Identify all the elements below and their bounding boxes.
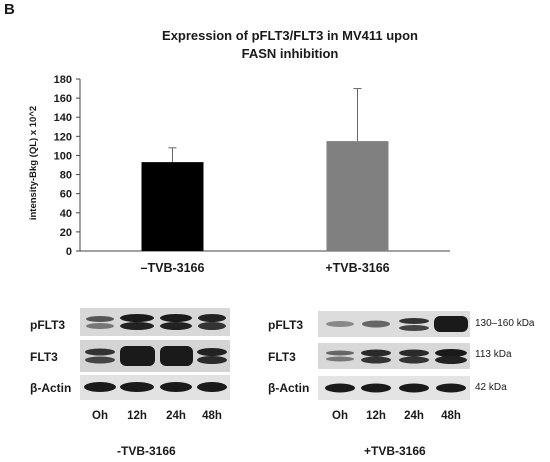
y-tick-label: 160 — [54, 93, 72, 105]
right-pflt3-band-24h-lower — [399, 325, 429, 331]
left-flt3-band-0h — [85, 348, 115, 356]
chart-title-line-1: Expression of pFLT3/FLT3 in MV411 upon — [162, 28, 418, 43]
bars — [141, 141, 389, 251]
y-tick-label: 40 — [60, 208, 72, 220]
left-blot-strip-flt3 — [80, 340, 230, 372]
right-actin-band-48h — [436, 383, 466, 393]
left-flt3-band-48h-lower — [197, 356, 227, 364]
left-pflt3-band-24h — [160, 314, 192, 322]
left-pflt3-band-24h-lower — [160, 322, 192, 330]
right-blot-strip-flt3 — [318, 343, 470, 369]
right-row-label-pflt3: pFLT3 — [268, 318, 304, 332]
left-blot-strip-actin — [80, 375, 230, 400]
left-flt3-band-48h — [197, 348, 227, 356]
right-flt3-band-0h-lower — [326, 356, 354, 362]
error-bars — [168, 88, 362, 163]
left-timepoint-12h: 12h — [127, 410, 147, 422]
y-tick-label: 180 — [54, 74, 72, 86]
right-flt3-band-48h — [435, 349, 467, 357]
y-tick-label: 0 — [66, 246, 72, 258]
category-label: –TVB-3166 — [141, 261, 205, 275]
y-tick-label: 140 — [54, 112, 72, 124]
y-tick-label: 20 — [60, 227, 72, 239]
size-label-actin: 42 kDa — [475, 382, 507, 393]
right-flt3-band-12h — [361, 349, 391, 357]
right-timepoint-12h: 12h — [366, 410, 386, 422]
right-row-label-actin: β-Actin — [268, 381, 310, 395]
right-condition-label: +TVB-3166 — [364, 444, 426, 458]
left-flt3-band-24h — [160, 346, 193, 366]
right-blot-strip-pflt3 — [318, 311, 470, 337]
left-row-label-flt3: FLT3 — [30, 350, 58, 364]
bar-plus-tvb — [326, 141, 389, 251]
left-pflt3-band-48h-lower — [198, 322, 226, 330]
right-pflt3-band-12h — [362, 320, 390, 328]
right-actin-band-24h — [399, 383, 429, 393]
right-flt3-band-48h-lower — [435, 356, 467, 364]
y-axis-label: intensity-Bkg (QL) x 10^2 — [28, 106, 39, 220]
right-actin-band-12h — [361, 383, 391, 393]
left-flt3-band-12h — [120, 346, 155, 366]
right-flt3-band-24h-lower — [399, 356, 429, 364]
right-row-label-flt3: FLT3 — [268, 350, 296, 364]
right-timepoint-48h: 48h — [441, 410, 461, 422]
right-flt3-band-0h — [326, 350, 354, 356]
right-timepoint-0h: Oh — [332, 410, 348, 422]
right-pflt3-band-48h — [434, 316, 468, 332]
right-actin-band-0h — [325, 383, 355, 393]
y-tick-labels: 0 20 40 60 80 100 120 140 160 180 — [54, 74, 80, 258]
left-condition-label: -TVB-3166 — [117, 444, 176, 458]
y-tick-label: 80 — [60, 170, 72, 182]
right-pflt3-band-0h — [326, 321, 354, 327]
size-label-pflt3: 130–160 kDa — [475, 318, 535, 329]
right-blot-strip-actin — [318, 376, 470, 400]
bar-chart: 0 20 40 60 80 100 120 140 160 180 –TVB-3166 +TVB-3… — [28, 74, 450, 275]
left-actin-band-24h — [160, 382, 192, 392]
left-pflt3-band-12h-lower — [120, 322, 154, 330]
left-timepoint-0h: Oh — [92, 410, 108, 422]
category-labels: –TVB-3166 +TVB-3166 — [141, 261, 390, 275]
left-pflt3-band-0h-lower — [86, 323, 114, 329]
right-pflt3-band-24h — [399, 318, 429, 324]
left-timepoint-24h: 24h — [166, 410, 186, 422]
left-row-label-pflt3: pFLT3 — [30, 318, 66, 332]
left-actin-band-48h — [197, 382, 227, 392]
size-label-flt3: 113 kDa — [475, 349, 512, 360]
right-flt3-band-24h — [399, 349, 429, 357]
y-tick-label: 120 — [54, 131, 72, 143]
left-row-label-actin: β-Actin — [30, 381, 72, 395]
left-actin-band-12h — [120, 382, 154, 392]
left-actin-band-0h — [84, 382, 116, 392]
right-flt3-band-12h-lower — [361, 356, 391, 364]
left-pflt3-band-0h — [86, 316, 114, 322]
chart-axes — [79, 79, 450, 252]
y-tick-label: 100 — [54, 150, 72, 162]
left-blot-strip-pflt3 — [80, 308, 230, 336]
panel-letter: B — [4, 1, 15, 18]
left-timepoint-48h: 48h — [202, 410, 222, 422]
right-timepoint-24h: 24h — [404, 410, 424, 422]
left-flt3-band-0h-lower — [85, 356, 115, 364]
bar-minus-tvb — [141, 162, 204, 251]
category-label: +TVB-3166 — [325, 261, 389, 275]
left-pflt3-band-12h — [120, 314, 154, 322]
chart-title-line-2: FASN inhibition — [241, 46, 339, 61]
y-tick-label: 60 — [60, 189, 72, 201]
left-pflt3-band-48h — [198, 314, 226, 322]
